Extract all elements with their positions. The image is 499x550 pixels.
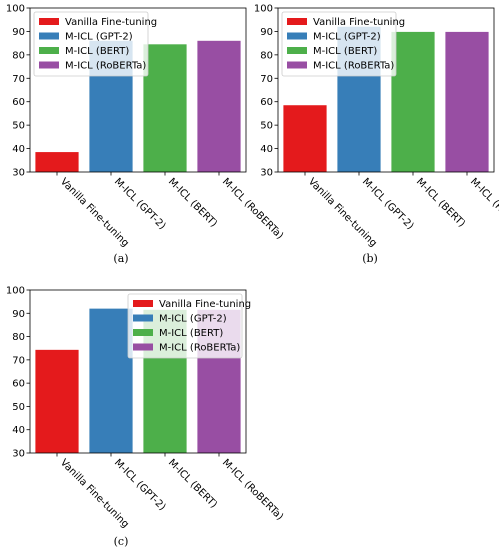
y-tick-label: 100 <box>6 4 25 15</box>
bar-1 <box>35 349 79 453</box>
chart-panel-1: 30 40 50 60 70 80 90 100 Vanilla Fine-tuning M-IC… <box>6 4 285 266</box>
y-tick-label: 90 <box>12 27 25 38</box>
legend-label: Vanilla Fine-tuning <box>159 299 251 310</box>
y-tick-label: 60 <box>12 379 25 390</box>
y-tick-label: 50 <box>12 121 25 132</box>
y-tick-label: 70 <box>12 74 25 85</box>
y-tick-label: 80 <box>12 50 25 61</box>
x-tick-label: M-ICL (GPT-2) <box>112 457 168 513</box>
y-tick-label: 90 <box>12 309 25 320</box>
legend-swatch <box>133 300 153 307</box>
x-tick-label: M-ICL (BERT) <box>414 176 467 229</box>
plot-frame <box>29 7 247 173</box>
y-tick-label: 60 <box>260 97 273 108</box>
y-tick-label: 30 <box>260 168 273 179</box>
x-tick-label: M-ICL (GPT-2) <box>112 176 168 232</box>
bar-4 <box>197 40 241 172</box>
x-tick-label: M-ICL (RoBERTa) <box>468 176 499 241</box>
bar-3 <box>143 44 187 172</box>
bar-3 <box>391 31 435 173</box>
x-tick-label: M-ICL (RoBERTa) <box>220 176 285 241</box>
figure-caption: (a) <box>113 252 128 265</box>
y-tick-label: 50 <box>12 402 25 413</box>
legend-box <box>127 293 243 359</box>
plot-frame <box>29 289 247 454</box>
chart-panel-2: 30 40 50 60 70 80 90 100 Vanilla Fine-tuning M-IC… <box>254 4 499 266</box>
legend-label: M-ICL (BERT) <box>159 328 223 339</box>
legend-swatch <box>287 47 307 54</box>
y-tick-label: 80 <box>12 332 25 343</box>
y-tick-label: 100 <box>254 4 273 15</box>
legend-label: Vanilla Fine-tuning <box>313 17 405 28</box>
x-tick-label: M-ICL (BERT) <box>166 457 219 510</box>
legend-swatch <box>287 18 307 25</box>
figure-caption: (c) <box>114 535 129 548</box>
legend-label: M-ICL (BERT) <box>65 46 129 57</box>
legend: Vanilla Fine-tuning M-ICL (GPT-2) M-ICL (B… <box>281 11 405 77</box>
legend-swatch <box>133 314 153 322</box>
legend-label: M-ICL (BERT) <box>313 46 377 57</box>
y-tick-label: 100 <box>6 286 25 297</box>
legend-swatch <box>133 343 153 351</box>
legend-swatch <box>287 32 307 40</box>
bar-1 <box>35 152 79 172</box>
chart-panel-3: 30 40 50 60 70 80 90 100 Vanilla Fine-tuning M-IC… <box>6 286 285 549</box>
y-tick-label: 30 <box>12 168 25 179</box>
bar-4 <box>445 31 489 173</box>
figure-caption: (b) <box>362 252 378 265</box>
y-tick-label: 40 <box>260 144 273 155</box>
legend-label: M-ICL (RoBERTa) <box>313 61 394 72</box>
y-tick-label: 70 <box>12 355 25 366</box>
y-tick-label: 70 <box>260 74 273 85</box>
y-tick-label: 40 <box>12 144 25 155</box>
legend-swatch <box>39 47 59 54</box>
y-tick-label: 40 <box>12 425 25 436</box>
legend-swatch <box>39 32 59 40</box>
legend-label: M-ICL (GPT-2) <box>65 32 133 43</box>
y-tick-label: 80 <box>260 50 273 61</box>
legend-box <box>281 11 397 77</box>
legend-label: M-ICL (RoBERTa) <box>159 343 240 354</box>
plot-frame <box>277 7 495 173</box>
legend: Vanilla Fine-tuning M-ICL (GPT-2) M-ICL (B… <box>127 293 251 359</box>
x-tick-label: M-ICL (RoBERTa) <box>220 457 285 522</box>
legend-label: M-ICL (GPT-2) <box>159 314 227 325</box>
y-tick-label: 50 <box>260 121 273 132</box>
x-tick-label: M-ICL (GPT-2) <box>360 176 416 232</box>
legend-label: M-ICL (GPT-2) <box>313 32 381 43</box>
legend: Vanilla Fine-tuning M-ICL (GPT-2) M-ICL (B… <box>33 11 157 77</box>
legend-swatch <box>133 329 153 336</box>
legend-label: Vanilla Fine-tuning <box>65 17 157 28</box>
legend-swatch <box>39 18 59 25</box>
bar-2 <box>89 308 133 453</box>
y-tick-label: 30 <box>12 449 25 460</box>
y-tick-label: 90 <box>260 27 273 38</box>
y-tick-label: 60 <box>12 97 25 108</box>
legend-label: M-ICL (RoBERTa) <box>65 61 146 72</box>
bar-1 <box>283 105 327 172</box>
legend-box <box>33 11 149 77</box>
x-tick-label: M-ICL (BERT) <box>166 176 219 229</box>
legend-swatch <box>39 61 59 69</box>
legend-swatch <box>287 61 307 69</box>
